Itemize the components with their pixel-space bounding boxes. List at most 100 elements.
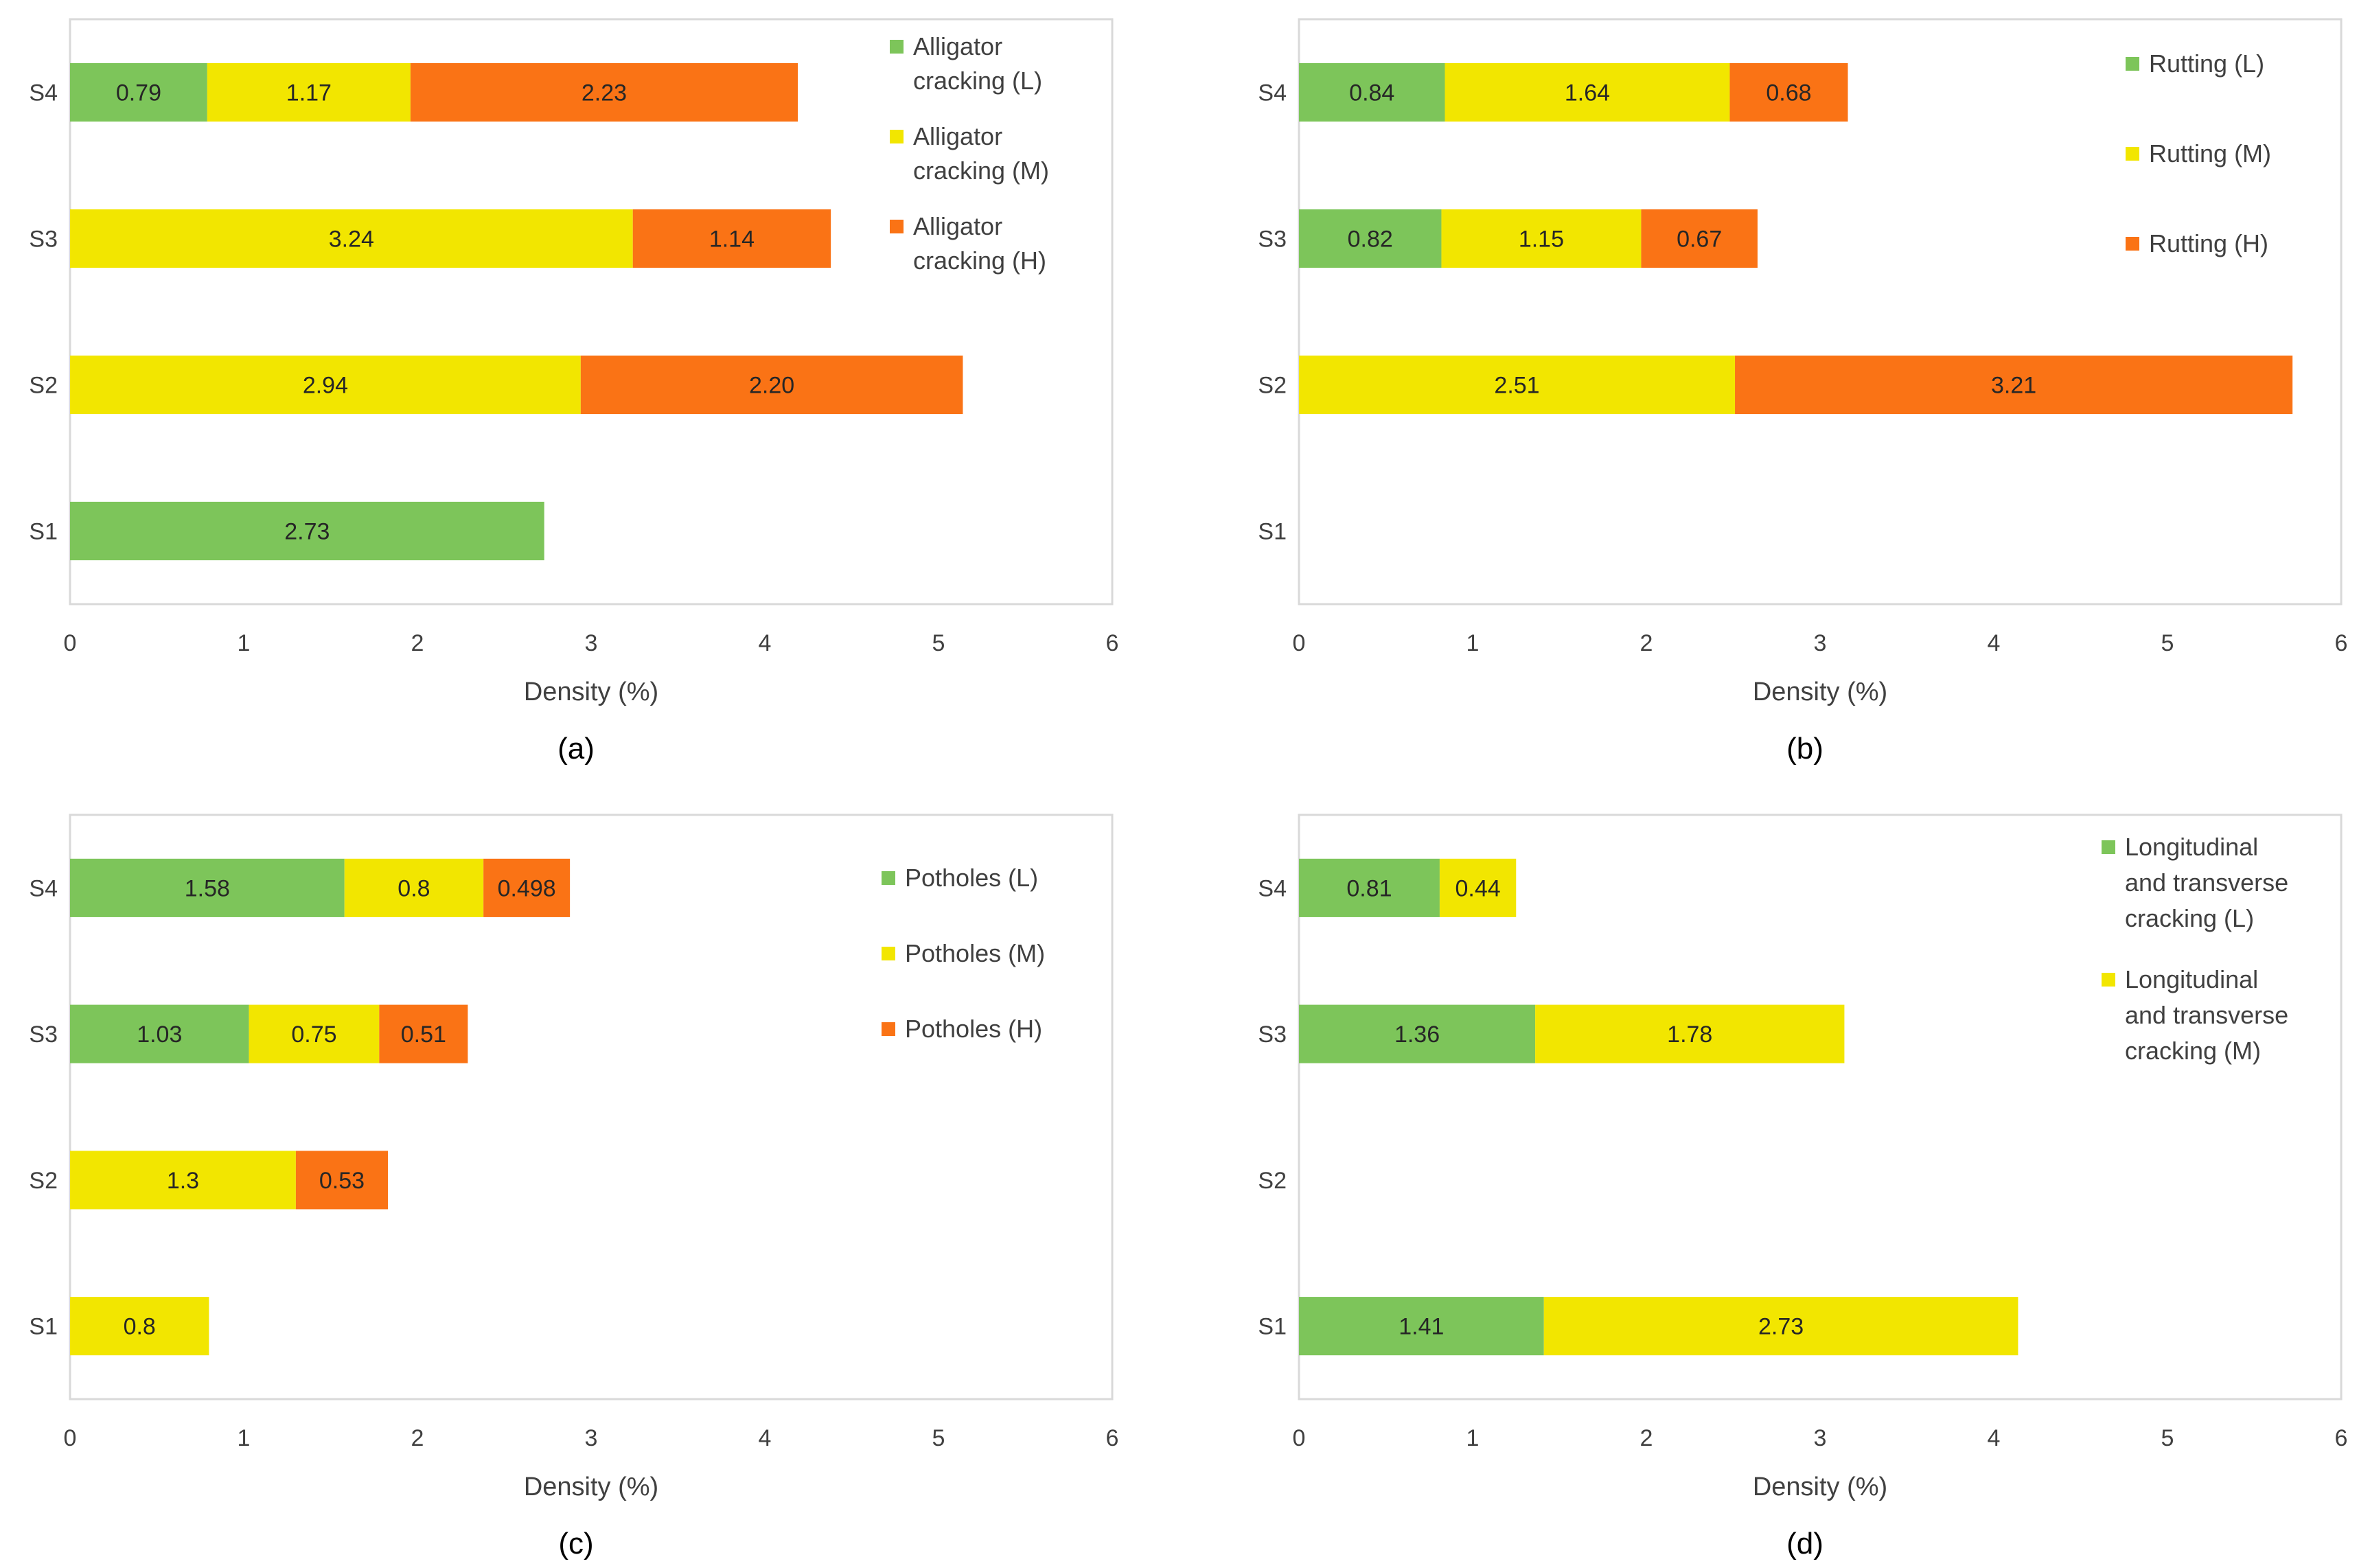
data-label: 1.64 (1565, 80, 1610, 106)
legend-entry: Potholes (L) (905, 864, 1038, 892)
bar-segment (410, 62, 798, 122)
data-label: 3.24 (329, 227, 374, 253)
legend-entry: Longitudinal (2125, 965, 2258, 993)
data-label: 1.3 (167, 1168, 199, 1194)
data-label: 1.36 (1394, 1022, 1440, 1048)
x-axis-label: Density (%) (524, 678, 658, 706)
bar-segment (70, 1297, 209, 1356)
bar-segment (70, 1151, 296, 1210)
x-tick-label: 2 (1640, 1425, 1653, 1451)
legend-entry: cracking (M) (913, 157, 1049, 185)
legend-swatch (882, 947, 895, 960)
plot-frame (69, 814, 1114, 1400)
category-label: S3 (1258, 1022, 1287, 1048)
bar-segment (70, 858, 345, 917)
legend-swatch (2102, 973, 2115, 987)
x-tick-label: 4 (759, 630, 772, 656)
x-tick-label: 3 (585, 630, 598, 656)
x-tick-label: 3 (1814, 630, 1827, 656)
category-label: S4 (29, 875, 58, 901)
x-axis-label: Density (%) (1753, 1473, 1887, 1501)
x-tick-label: 3 (1814, 1425, 1827, 1451)
data-label: 0.82 (1348, 227, 1393, 253)
x-tick-label: 2 (1640, 630, 1653, 656)
category-label: S1 (29, 1314, 58, 1340)
x-tick-label: 5 (932, 630, 945, 656)
legend-swatch (882, 1022, 895, 1036)
bar-segment (1299, 209, 1442, 268)
data-label: 1.41 (1399, 1314, 1444, 1340)
x-tick-label: 6 (2335, 1425, 2348, 1451)
category-label: S2 (29, 1168, 58, 1194)
category-label: S1 (1258, 519, 1287, 545)
legend-entry: cracking (H) (913, 246, 1046, 275)
x-tick-label: 1 (1466, 1425, 1480, 1451)
category-label: S3 (29, 227, 58, 253)
category-label: S2 (29, 373, 58, 399)
x-tick-label: 5 (2161, 630, 2174, 656)
bar-segment (1439, 858, 1517, 917)
data-label: 1.14 (709, 227, 755, 253)
bar-segment (1441, 209, 1642, 268)
data-label: 1.03 (137, 1022, 182, 1048)
category-label: S2 (1258, 373, 1287, 399)
data-label: 0.81 (1346, 875, 1392, 901)
data-label: 1.15 (1519, 227, 1564, 253)
category-label: S4 (1258, 875, 1287, 901)
data-label: 2.51 (1494, 373, 1539, 399)
bar-segment (70, 501, 544, 561)
data-label: 1.17 (286, 80, 332, 106)
legend-swatch (890, 130, 904, 143)
x-tick-label: 4 (1988, 1425, 2001, 1451)
data-label: 0.51 (401, 1022, 446, 1048)
bar-segment (70, 1004, 249, 1063)
legend-entry: Longitudinal (2125, 833, 2258, 861)
bar-segment (295, 1151, 388, 1210)
legend-entry: cracking (L) (2125, 904, 2254, 932)
legend-entry: Potholes (H) (905, 1015, 1042, 1043)
x-tick-label: 4 (759, 1425, 772, 1451)
bar-segment (70, 62, 207, 122)
x-axis-label: Density (%) (524, 1473, 658, 1501)
x-tick-label: 0 (64, 630, 77, 656)
panel-label: (b) (1786, 732, 1823, 765)
bar-segment (632, 209, 831, 268)
data-label: 0.75 (291, 1022, 336, 1048)
plot-frame (69, 18, 1114, 606)
legend-entry: and transverse (2125, 1001, 2288, 1029)
chart-panel-a: 0 1 2 3 4 5 6 Density (%) (a) S4 0.79 1.17 2.23 S3 3.2… (29, 18, 1119, 765)
data-label: 0.53 (319, 1168, 365, 1194)
category-label: S3 (1258, 227, 1287, 253)
x-tick-label: 1 (238, 1425, 251, 1451)
legend-entry: cracking (L) (913, 67, 1042, 95)
legend-entry: Alligator (913, 212, 1002, 240)
x-tick-label: 0 (1293, 1425, 1306, 1451)
x-tick-label: 2 (411, 630, 424, 656)
data-label: 3.21 (1991, 373, 2036, 399)
data-label: 0.68 (1766, 80, 1811, 106)
legend-swatch (890, 40, 904, 54)
bar-segment (70, 355, 581, 415)
bar-segment (1535, 1004, 1845, 1063)
data-label: 2.73 (1758, 1314, 1804, 1340)
x-tick-label: 6 (1106, 1425, 1119, 1451)
bar-segment (1299, 355, 1736, 415)
legend-entry: Rutting (L) (2149, 49, 2264, 78)
data-label: 0.79 (116, 80, 161, 106)
panel-label: (d) (1786, 1527, 1823, 1560)
legend-entry: Alligator (913, 122, 1002, 150)
data-label: 0.8 (124, 1314, 156, 1340)
category-label: S4 (29, 80, 58, 106)
data-label: 1.78 (1667, 1022, 1712, 1048)
x-tick-label: 5 (932, 1425, 945, 1451)
legend-swatch (2126, 237, 2139, 251)
data-label: 2.23 (582, 80, 627, 106)
bar-segment (1299, 62, 1445, 122)
x-tick-label: 2 (411, 1425, 424, 1451)
x-tick-label: 6 (1106, 630, 1119, 656)
data-label: 1.58 (185, 875, 230, 901)
category-label: S2 (1258, 1168, 1287, 1194)
data-label: 0.84 (1349, 80, 1394, 106)
bar-segment (1299, 1297, 1544, 1356)
plot-frame (1298, 18, 2343, 606)
